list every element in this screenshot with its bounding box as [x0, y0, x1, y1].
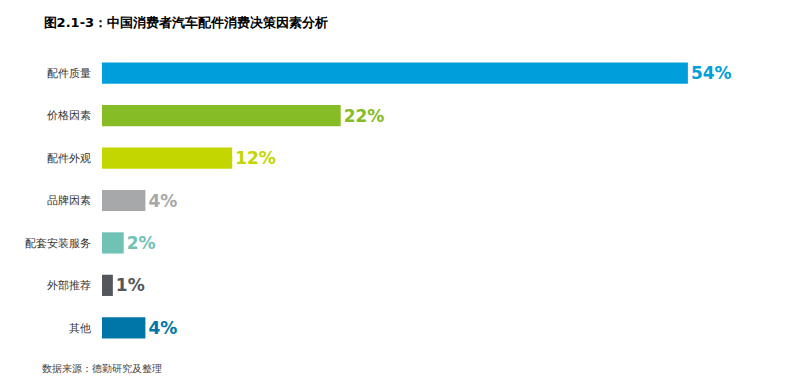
- svg-text:4%: 4%: [148, 318, 177, 338]
- svg-text:22%: 22%: [344, 106, 385, 126]
- svg-text:54%: 54%: [691, 63, 732, 83]
- svg-text:品牌因素: 品牌因素: [47, 194, 91, 207]
- svg-text:4%: 4%: [148, 191, 177, 211]
- svg-text:2%: 2%: [127, 233, 156, 253]
- svg-text:配件外观: 配件外观: [47, 152, 91, 165]
- svg-text:数据来源：德勤研究及整理: 数据来源：德勤研究及整理: [42, 363, 162, 374]
- svg-text:配件质量: 配件质量: [47, 67, 91, 80]
- svg-text:外部推荐: 外部推荐: [47, 279, 91, 292]
- svg-text:图2.1-3：中国消费者汽车配件消费决策因素分析: 图2.1-3：中国消费者汽车配件消费决策因素分析: [44, 15, 328, 30]
- svg-text:1%: 1%: [116, 275, 145, 295]
- svg-text:12%: 12%: [235, 148, 276, 168]
- svg-text:其他: 其他: [69, 322, 91, 335]
- svg-text:配套安装服务: 配套安装服务: [25, 237, 91, 250]
- svg-text:价格因素: 价格因素: [46, 109, 91, 122]
